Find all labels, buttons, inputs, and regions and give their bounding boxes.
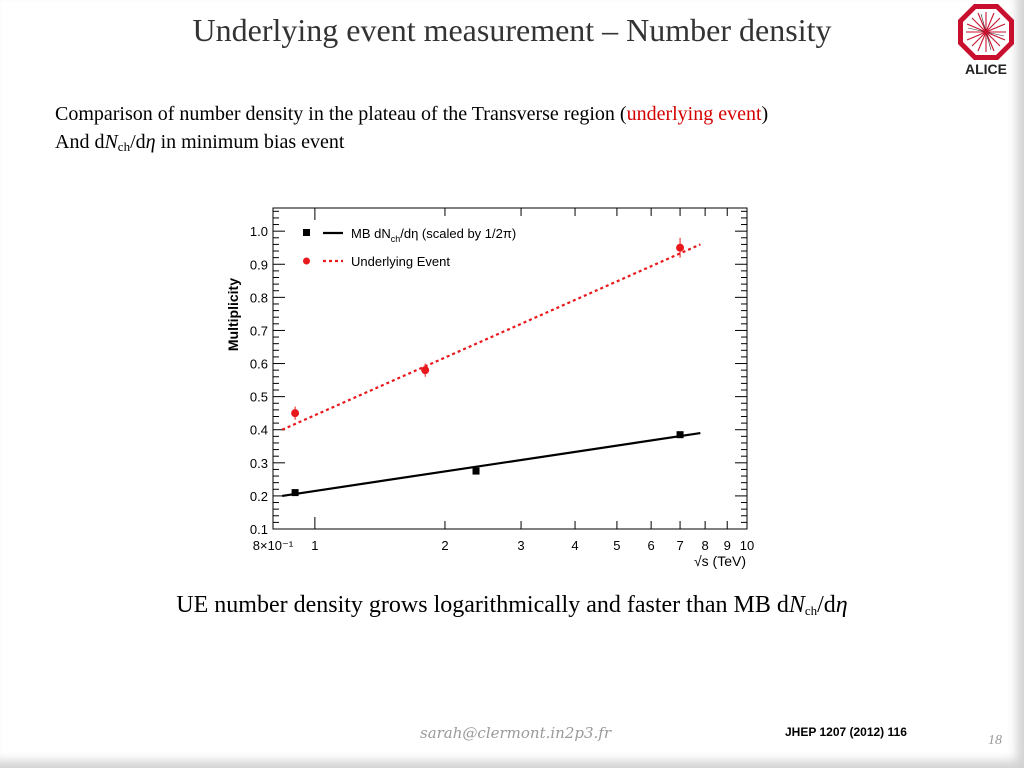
x-tick-label: 9 bbox=[724, 538, 731, 553]
x-tick-label: 3 bbox=[517, 538, 524, 553]
slide-title: Underlying event measurement – Number de… bbox=[192, 12, 832, 48]
legend-label: MB dNch/dη (scaled by 1/2π) bbox=[351, 226, 516, 244]
x-tick-label: 5 bbox=[613, 538, 620, 553]
page-number: 18 bbox=[988, 733, 1002, 748]
data-point-square bbox=[472, 467, 480, 475]
x-tick-label: 1 bbox=[311, 538, 318, 553]
legend-label: Underlying Event bbox=[351, 254, 450, 269]
data-point-square bbox=[676, 431, 684, 439]
caption: UE number density grows logarithmically … bbox=[176, 592, 848, 618]
y-tick-label: 0.6 bbox=[250, 357, 268, 372]
x-tick-label: 4 bbox=[571, 538, 578, 553]
y-tick-label: 0.5 bbox=[250, 390, 268, 405]
plot-frame bbox=[272, 207, 748, 530]
y-tick-label: 0.3 bbox=[250, 456, 268, 471]
description-line-1: Comparison of number density in the plat… bbox=[55, 103, 769, 125]
alice-logo: ALICE bbox=[956, 2, 1016, 77]
y-tick-label: 0.9 bbox=[250, 257, 268, 272]
alice-logo-graphic: ALICE bbox=[958, 4, 1014, 77]
chart-legend: MB dNch/dη (scaled by 1/2π) Underlying Ev… bbox=[303, 226, 516, 269]
x-tick-label: 8×10⁻¹ bbox=[253, 538, 294, 553]
y-tick-label: 0.8 bbox=[250, 290, 268, 305]
x-tick-label: 10 bbox=[740, 538, 754, 553]
y-tick-label: 1.0 bbox=[250, 224, 268, 239]
footer-reference: JHEP 1207 (2012) 116 bbox=[785, 725, 907, 739]
y-tick-label: 0.7 bbox=[250, 323, 268, 338]
x-tick-label: 8 bbox=[702, 538, 709, 553]
description: Comparison of number density in the plat… bbox=[55, 100, 768, 161]
footer-email: sarah@clermont.in2p3.fr bbox=[420, 724, 612, 742]
x-axis-label: √s (TeV) bbox=[694, 553, 746, 569]
fit-line bbox=[281, 243, 701, 431]
x-tick-label: 7 bbox=[676, 538, 683, 553]
y-axis-label: Multiplicity bbox=[225, 278, 241, 351]
y-tick-label: 0.1 bbox=[250, 522, 268, 537]
data-point-circle bbox=[421, 366, 430, 375]
data-point-square bbox=[291, 489, 299, 497]
legend-marker bbox=[303, 229, 310, 236]
data-point-circle bbox=[291, 409, 300, 418]
x-tick-label: 2 bbox=[441, 538, 448, 553]
chart-svg: 0.1 0.2 0.3 0.4 0.5 0.6 0.7 0.8 0.9 1.0 8×10⁻¹ 1 2 3 4… bbox=[210, 196, 770, 576]
description-line-2: And dNch/dη in minimum bias event bbox=[55, 131, 345, 154]
x-tick-label: 6 bbox=[648, 538, 655, 553]
data-point-circle bbox=[676, 243, 685, 252]
underlying-event-highlight: underlying event bbox=[626, 103, 762, 125]
y-tick-label: 0.2 bbox=[250, 489, 268, 504]
fit-lines bbox=[281, 243, 701, 497]
logo-text: ALICE bbox=[965, 61, 1007, 76]
y-tick-label: 0.4 bbox=[250, 423, 268, 438]
axis-ticks: 0.1 0.2 0.3 0.4 0.5 0.6 0.7 0.8 0.9 1.0 8×10⁻¹ 1 2 3 4… bbox=[250, 208, 754, 553]
data-points bbox=[291, 237, 685, 497]
multiplicity-chart: 0.1 0.2 0.3 0.4 0.5 0.6 0.7 0.8 0.9 1.0 8×10⁻¹ 1 2 3 4… bbox=[210, 196, 770, 576]
fit-line bbox=[281, 431, 701, 497]
legend-marker bbox=[303, 257, 310, 265]
